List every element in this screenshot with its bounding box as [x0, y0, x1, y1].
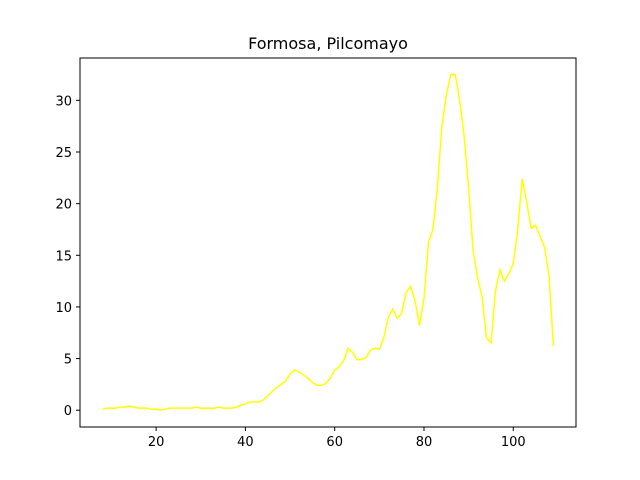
y-tick-label: 5 [64, 353, 72, 368]
y-tick-label: 25 [55, 146, 72, 161]
y-tick-label: 20 [55, 198, 72, 213]
x-tick-label: 100 [501, 435, 526, 450]
data-line [102, 73, 555, 411]
x-tick-label: 80 [416, 435, 433, 450]
x-tick-label: 20 [148, 435, 165, 450]
chart-title: Formosa, Pilcomayo [248, 34, 408, 53]
y-tick-label: 15 [55, 249, 72, 264]
x-tick-label: 40 [237, 435, 254, 450]
y-tick-label: 10 [55, 301, 72, 316]
plot-frame [79, 57, 577, 428]
y-tick-label: 30 [55, 94, 72, 109]
x-tick-label: 60 [326, 435, 343, 450]
y-tick-label: 0 [64, 404, 72, 419]
